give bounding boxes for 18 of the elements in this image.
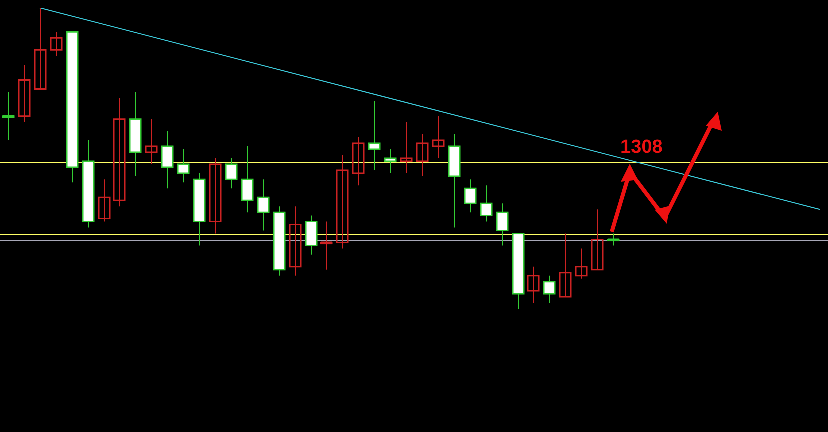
candlestick: [145, 118, 158, 166]
candlestick: [336, 154, 349, 250]
candlestick: [527, 266, 540, 304]
candlestick: [50, 32, 63, 57]
candlestick: [591, 209, 604, 271]
candlestick: [352, 136, 365, 186]
candlestick: [575, 248, 588, 280]
candlestick: [416, 134, 429, 178]
candlestick: [432, 116, 445, 159]
candlestick: [289, 206, 302, 276]
candlestick: [113, 98, 126, 208]
candlestick: [18, 64, 31, 123]
candlestick: [209, 158, 222, 234]
annotation: 1308: [620, 137, 663, 158]
candlestick: [98, 179, 111, 222]
candlestick: [34, 8, 47, 90]
candlestick: [400, 122, 413, 174]
candlestick: [559, 233, 572, 298]
